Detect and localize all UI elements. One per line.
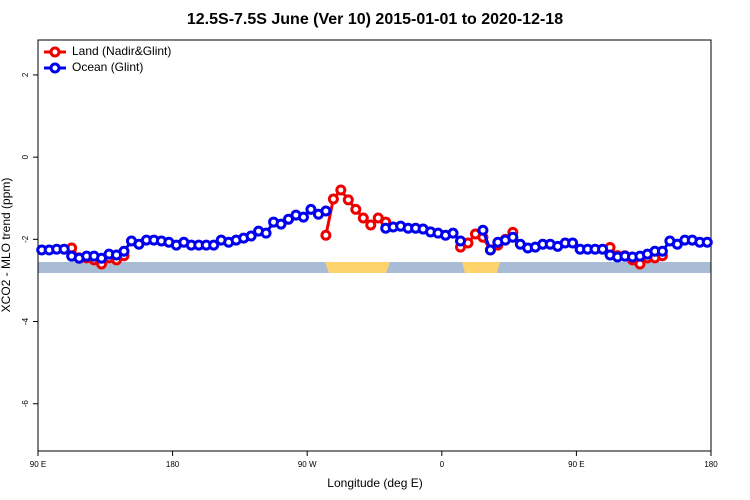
y-tick-label: -6: [21, 400, 30, 408]
land-band: [462, 262, 500, 273]
data-point: [507, 231, 519, 243]
y-tick-label: 0: [21, 154, 30, 159]
data-point: [567, 237, 579, 249]
legend-label: Ocean (Glint): [72, 60, 143, 74]
data-point: [320, 229, 332, 241]
data-point: [275, 218, 287, 230]
data-point: [454, 235, 466, 247]
data-point: [447, 227, 459, 239]
data-point: [350, 203, 362, 215]
data-point: [118, 245, 130, 257]
x-tick-label: 180: [166, 460, 180, 469]
data-point: [477, 224, 489, 236]
x-tick-label: 0: [440, 460, 445, 469]
y-tick-label: -2: [21, 235, 30, 243]
land-band: [325, 262, 390, 273]
data-point: [597, 243, 609, 255]
data-point: [58, 243, 70, 255]
x-tick-label: 90 E: [30, 460, 46, 469]
data-point: [357, 212, 369, 224]
chart-title: 12.5S-7.5S June (Ver 10) 2015-01-01 to 2…: [187, 11, 563, 28]
y-tick-label: -4: [21, 317, 30, 325]
legend-marker: [49, 46, 61, 58]
data-point: [656, 245, 668, 257]
data-point: [297, 211, 309, 223]
data-point: [365, 219, 377, 231]
data-point: [327, 193, 339, 205]
legend-marker: [49, 62, 61, 74]
y-axis-label: XCO2 - MLO trend (ppm): [0, 178, 13, 313]
data-point: [245, 230, 257, 242]
data-point: [484, 244, 496, 256]
data-point: [342, 194, 354, 206]
x-tick-label: 90 E: [568, 460, 584, 469]
y-tick-label: 2: [21, 72, 30, 77]
legend-label: Land (Nadir&Glint): [72, 44, 171, 58]
data-point: [701, 236, 713, 248]
x-tick-label: 180: [704, 460, 718, 469]
data-point: [260, 227, 272, 239]
data-point: [208, 239, 220, 251]
x-tick-label: 90 W: [298, 460, 317, 469]
data-point: [320, 205, 332, 217]
data-point: [305, 203, 317, 215]
x-axis-label: Longitude (deg E): [327, 476, 422, 490]
data-point: [335, 184, 347, 196]
